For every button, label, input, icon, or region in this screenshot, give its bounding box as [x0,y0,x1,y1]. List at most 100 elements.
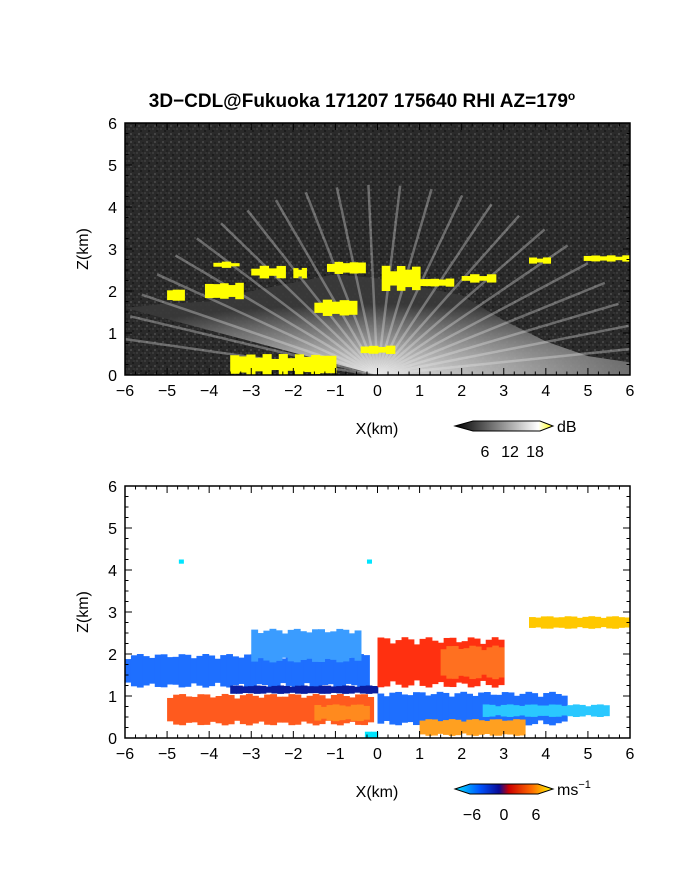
velocity-region [469,645,476,680]
velocity-y-ticks: 0 1 2 3 4 5 6 [108,479,630,748]
velocity-region [552,617,560,628]
velocity-region [558,617,566,628]
velocity-region [389,643,397,682]
velocity-region [297,655,305,686]
velocity-region [489,719,497,736]
velocity-region [326,705,334,721]
strong-echo-patch [349,262,359,274]
velocity-region [305,632,313,659]
velocity-region [383,696,391,721]
velocity-region [367,696,375,723]
velocity-region [518,705,526,716]
velocity-region [395,691,402,726]
velocity-region [167,697,174,722]
x-tick-label: −3 [242,746,260,763]
velocity-region [312,629,319,662]
velocity-region [275,630,283,661]
x-tick-label: 6 [626,383,635,400]
velocity-region [232,656,239,686]
reflectivity-echo [125,185,630,375]
strong-echo-patch [235,282,244,300]
velocity-region [136,654,144,688]
y-tick-label: 4 [108,563,117,580]
echo-ray [367,185,379,375]
velocity-region [618,617,625,628]
velocity-region [498,647,505,678]
strong-echo-patch [246,354,256,375]
velocity-region [578,704,586,717]
velocity-region [342,685,349,694]
strong-echo-patch [348,300,358,315]
strong-echo-patch [230,355,240,374]
velocity-region [261,656,269,686]
velocity-region [425,637,433,688]
x-tick-label: −1 [326,746,344,763]
velocity-region [332,704,340,722]
echo-ray [335,187,379,375]
velocity-region [300,697,308,722]
y-tick-label: 6 [108,116,117,133]
strong-echo-patch [254,357,264,372]
velocity-region [166,657,174,685]
velocity-region [602,705,610,717]
velocity-region [227,695,235,725]
strong-echo-patch [286,358,296,371]
velocity-region [314,705,322,721]
strong-echo-patch [262,354,272,375]
velocity-region [536,705,544,716]
velocity-region [582,616,590,629]
velocity-region [271,685,279,694]
x-tick-label: −6 [116,383,134,400]
velocity-region [463,648,471,677]
velocity-region [560,705,568,716]
colorbar-tick: 0 [500,807,509,824]
strong-echo-patch [230,263,240,267]
velocity-region [354,630,362,661]
velocity-region [203,694,211,725]
velocity-region [524,704,532,717]
velocity-region [273,654,281,687]
strong-echo-patch [389,271,398,286]
velocity-region [241,686,249,694]
strong-echo-patch [270,358,280,371]
echo-fan [125,274,630,375]
strong-echo-patch [412,266,421,291]
velocity-region [148,657,156,684]
velocity-region [466,719,473,736]
velocity-region [576,617,584,628]
echo-ray [376,203,493,375]
velocity-region [250,654,257,688]
velocity-ylabel: Z(km) [75,591,92,633]
velocity-region [564,616,572,629]
strong-echo-patch [614,256,624,261]
velocity-xlabel: X(km) [356,784,399,801]
velocity-region [209,697,217,722]
velocity-region [377,693,385,724]
velocity-regions [125,559,630,738]
velocity-region [501,720,509,735]
echo-ray [274,199,379,375]
velocity-region [448,696,456,721]
x-tick-label: −5 [158,383,176,400]
velocity-region [546,616,554,629]
velocity-region [529,617,536,628]
strong-echo-patch [278,354,288,375]
velocity-region [320,706,328,719]
velocity-region [303,658,311,684]
velocity-region [500,704,508,717]
velocity-region [233,698,241,721]
echo-ray [377,281,606,375]
velocity-region [548,704,556,717]
strong-echo-patch [322,299,333,316]
velocity-region [336,628,344,663]
strong-echo-patch [404,269,414,288]
velocity-region [291,654,299,688]
x-tick-label: −3 [242,383,260,400]
echo-ray [196,237,379,375]
y-tick-label: 2 [108,284,117,301]
velocity-region [430,694,438,724]
velocity-region [327,657,335,685]
x-tick-label: 0 [373,383,382,400]
strong-echo-patch [591,255,601,262]
